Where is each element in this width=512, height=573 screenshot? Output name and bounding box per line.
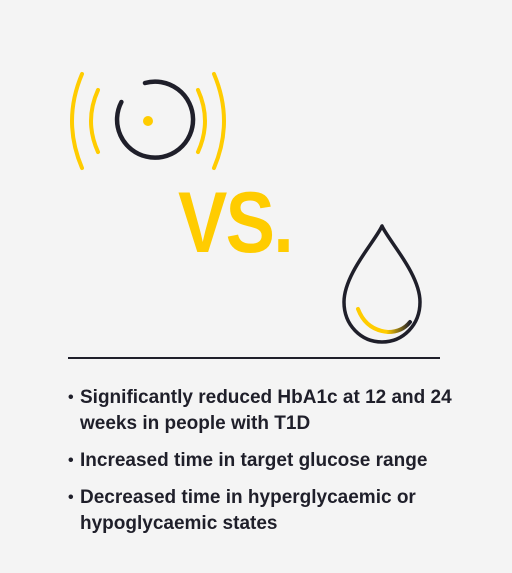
benefit-list: Significantly reduced HbA1c at 12 and 24… [68, 385, 458, 548]
versus-label: VS. [178, 175, 294, 271]
signal-wave-right-outer [212, 72, 226, 170]
cgm-sensor-icon [70, 72, 226, 170]
blood-drop-icon [342, 224, 422, 344]
benefit-item: Increased time in target glucose range [68, 448, 458, 474]
signal-wave-right-inner [196, 88, 207, 154]
section-divider [68, 357, 440, 359]
signal-wave-left-outer [70, 72, 84, 170]
benefit-item: Significantly reduced HbA1c at 12 and 24… [68, 385, 458, 437]
signal-wave-left-inner [89, 88, 100, 154]
drop-outline [342, 224, 422, 344]
sensor-ring [114, 79, 196, 160]
benefit-item: Decreased time in hyperglycaemic or hypo… [68, 485, 458, 537]
drop-level-arc [356, 307, 412, 335]
sensor-center-dot [143, 116, 153, 126]
